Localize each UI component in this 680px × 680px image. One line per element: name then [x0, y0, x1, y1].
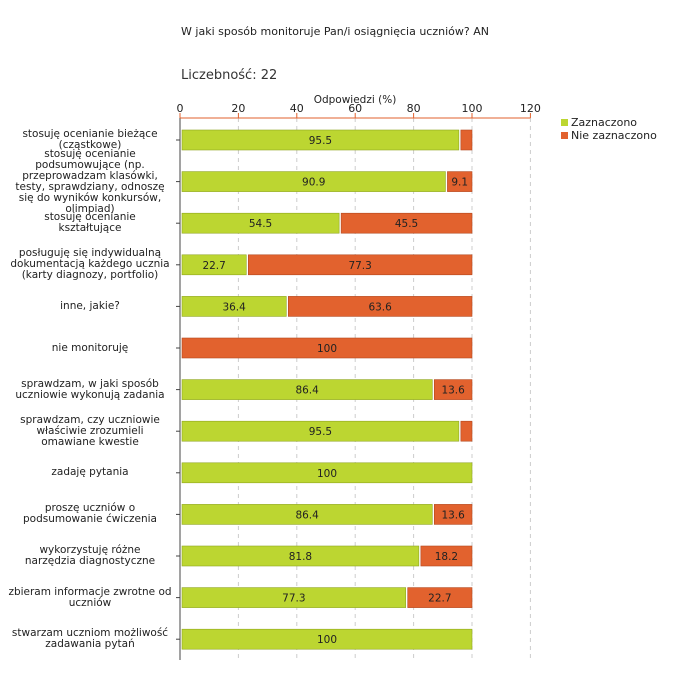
data-label: 100: [317, 343, 337, 355]
data-label: 95.5: [309, 426, 332, 438]
bar-zaznaczono: [181, 212, 340, 234]
category-label: stosuję ocenianie bieżące (cząstkowe): [22, 128, 158, 151]
legend-swatch: [561, 132, 568, 139]
data-label: 95.5: [309, 135, 332, 147]
category-label: stosuję ocenianie kształtujące: [44, 211, 136, 235]
x-tick-label: 0: [177, 102, 184, 115]
bar-zaznaczono: [181, 587, 407, 608]
data-label: 86.4: [295, 385, 319, 397]
category-label: sprawdzam, czy uczniowie właściwie zrozum…: [20, 413, 160, 448]
chart-subtitle: Liczebność: 22: [181, 68, 277, 83]
bar-zaznaczono: [181, 628, 473, 650]
bar-zaznaczono: [181, 545, 420, 567]
x-tick-label: 40: [290, 102, 304, 115]
category-label: stosuję ocenianie podsumowujące (np. przep…: [15, 147, 165, 215]
category-label: stwarzam uczniom możliwość zadawania pyta…: [11, 627, 169, 651]
bars: 95.5 90.9 9.1 54.5 45.5 22.7 77.3 36.4 63.6 100 86…: [176, 129, 473, 650]
legend-label: Nie zaznaczono: [571, 129, 657, 142]
data-label: 18.2: [435, 551, 458, 563]
data-label: 77.3: [348, 260, 371, 272]
bar-nie-zaznaczono: [407, 587, 473, 608]
category-label: nie monitoruję: [51, 341, 129, 354]
bar-nie-zaznaczono: [460, 420, 473, 442]
data-label: 63.6: [368, 301, 392, 313]
data-label: 54.5: [249, 218, 272, 230]
bar-nie-zaznaczono: [447, 171, 473, 192]
legend-label: Zaznaczono: [571, 116, 637, 129]
data-label: 22.7: [202, 260, 225, 272]
data-label: 81.8: [289, 551, 312, 563]
bar-zaznaczono: [181, 504, 433, 525]
category-label: inne, jakie?: [60, 299, 120, 312]
x-tick-label: 80: [407, 102, 421, 115]
x-tick-label: 60: [348, 102, 362, 115]
category-label: posługuję się indywidualną dokumentacją k…: [10, 247, 170, 282]
x-axis-ticks: 0 20 40 60 80 100 120: [177, 102, 541, 118]
bar-zaznaczono: [181, 296, 287, 317]
bar-nie-zaznaczono: [340, 212, 473, 234]
category-label: zadaję pytania: [51, 466, 129, 479]
x-axis-label: Odpowiedzi (%): [314, 94, 397, 106]
bar-nie-zaznaczono: [287, 296, 473, 317]
data-label: 22.7: [428, 593, 451, 605]
axes: [179, 117, 531, 660]
bar-nie-zaznaczono: [433, 504, 473, 525]
data-label: 86.4: [295, 509, 319, 521]
data-label: 100: [317, 468, 337, 480]
data-label: 100: [317, 634, 337, 646]
bar-zaznaczono: [181, 129, 460, 151]
data-label: 36.4: [222, 301, 246, 313]
bar-nie-zaznaczono: [181, 337, 473, 359]
bar-zaznaczono: [181, 462, 473, 484]
bar-zaznaczono: [181, 171, 446, 192]
x-tick-label: 100: [462, 102, 483, 115]
chart-title: W jaki sposób monitoruje Pan/i osiągnięc…: [181, 25, 489, 38]
data-label: 13.6: [441, 385, 465, 397]
category-label: sprawdzam, w jaki sposób uczniowie wykonu…: [15, 377, 165, 401]
x-tick-label: 20: [231, 102, 245, 115]
bar-nie-zaznaczono: [433, 379, 473, 400]
x-tick-label: 120: [520, 102, 541, 115]
bar-zaznaczono: [181, 254, 247, 276]
bar-nie-zaznaczono: [460, 129, 473, 151]
bar-nie-zaznaczono: [420, 545, 473, 567]
bar-zaznaczono: [181, 420, 460, 442]
data-label: 13.6: [441, 509, 465, 521]
data-label: 9.1: [451, 177, 468, 189]
data-label: 90.9: [302, 177, 325, 189]
category-label: proszę uczniów o podsumowanie ćwiczenia: [23, 502, 157, 526]
bar-zaznaczono: [181, 379, 433, 400]
category-label: wykorzystuję różne narzędzia diagnostyczn…: [24, 544, 156, 567]
bar-nie-zaznaczono: [247, 254, 473, 276]
gridlines: [237, 118, 531, 660]
legend-swatch: [561, 119, 568, 126]
data-label: 77.3: [282, 593, 305, 605]
category-label: zbieram informacje zwrotne od uczniów: [8, 585, 172, 609]
data-label: 45.5: [395, 218, 418, 230]
